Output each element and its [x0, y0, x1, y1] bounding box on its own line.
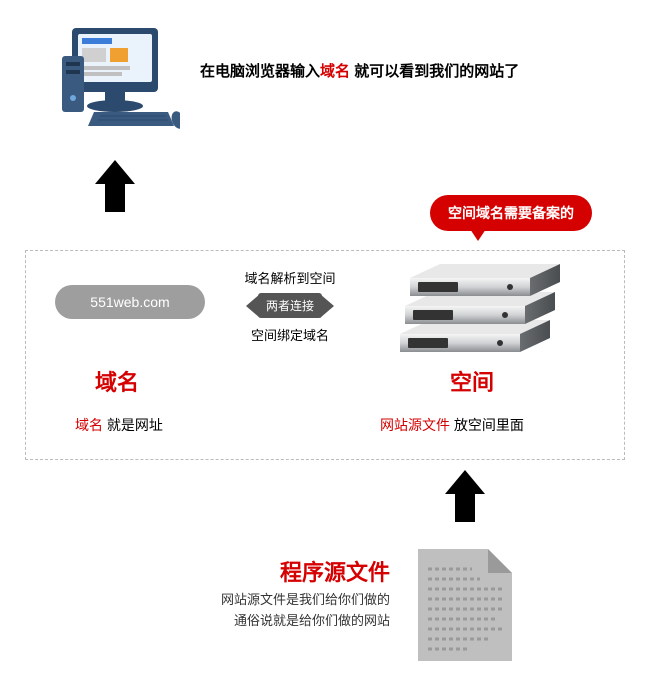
domain-sub-highlight: 域名 — [75, 417, 103, 433]
space-sub-post: 放空间里面 — [450, 417, 524, 433]
arrow-up-icon — [95, 160, 135, 212]
computer-icon — [60, 20, 180, 140]
top-text-pre: 在电脑浏览器输入 — [200, 63, 320, 80]
domain-sub: 域名 就是网址 — [75, 415, 163, 435]
source-heading: 程序源文件 — [270, 555, 390, 587]
domain-badge: 551web.com — [55, 285, 205, 319]
arrow-up-icon — [445, 470, 485, 522]
connector-arrow-icon: 两者连接 — [230, 293, 350, 318]
source-desc-line1: 网站源文件是我们给你们做的 — [221, 592, 390, 607]
connector-bottom-label: 空间绑定域名 — [230, 325, 350, 344]
space-heading: 空间 — [450, 365, 494, 397]
domain-sub-post: 就是网址 — [103, 417, 163, 433]
space-sub-highlight: 网站源文件 — [380, 417, 450, 433]
domain-heading: 域名 — [95, 365, 139, 397]
notice-callout: 空间域名需要备案的 — [430, 195, 592, 231]
source-description: 网站源文件是我们给你们做的 通俗说就是给你们做的网站 — [190, 590, 390, 632]
connector-mid-label: 两者连接 — [258, 293, 322, 318]
server-icon — [390, 260, 570, 360]
connector-top-label: 域名解析到空间 — [230, 268, 350, 287]
top-text-highlight: 域名 — [320, 63, 350, 80]
top-description: 在电脑浏览器输入域名 就可以看到我们的网站了 — [200, 60, 519, 81]
space-sub: 网站源文件 放空间里面 — [380, 415, 524, 435]
document-icon — [410, 545, 520, 665]
source-desc-line2: 通俗说就是给你们做的网站 — [234, 613, 390, 628]
top-text-post: 就可以看到我们的网站了 — [350, 63, 519, 80]
